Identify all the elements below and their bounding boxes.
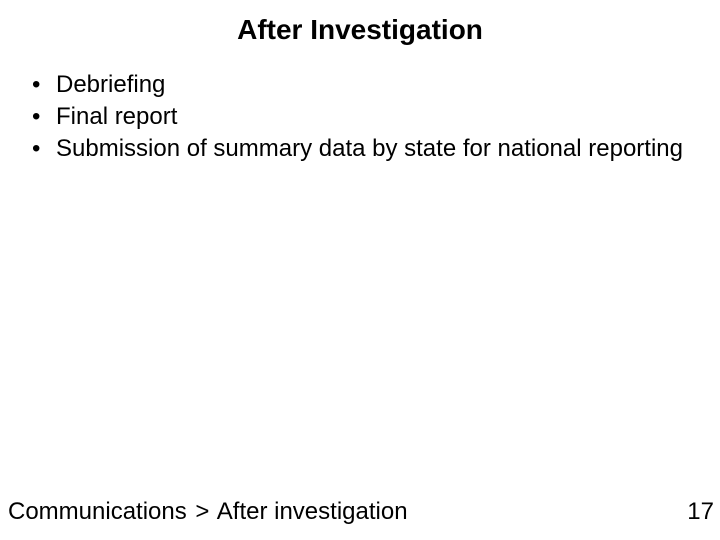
bullet-list: Debriefing Final report Submission of su… bbox=[0, 70, 720, 164]
page-number: 17 bbox=[687, 498, 714, 526]
list-item: Submission of summary data by state for … bbox=[28, 134, 720, 164]
breadcrumb-parent: Communications bbox=[8, 498, 187, 525]
list-item: Debriefing bbox=[28, 70, 720, 100]
breadcrumb-current: After investigation bbox=[217, 498, 408, 525]
breadcrumb: Communications > After investigation bbox=[8, 498, 408, 526]
list-item: Final report bbox=[28, 102, 720, 132]
slide-title: After Investigation bbox=[0, 0, 720, 46]
breadcrumb-separator: > bbox=[195, 498, 209, 525]
